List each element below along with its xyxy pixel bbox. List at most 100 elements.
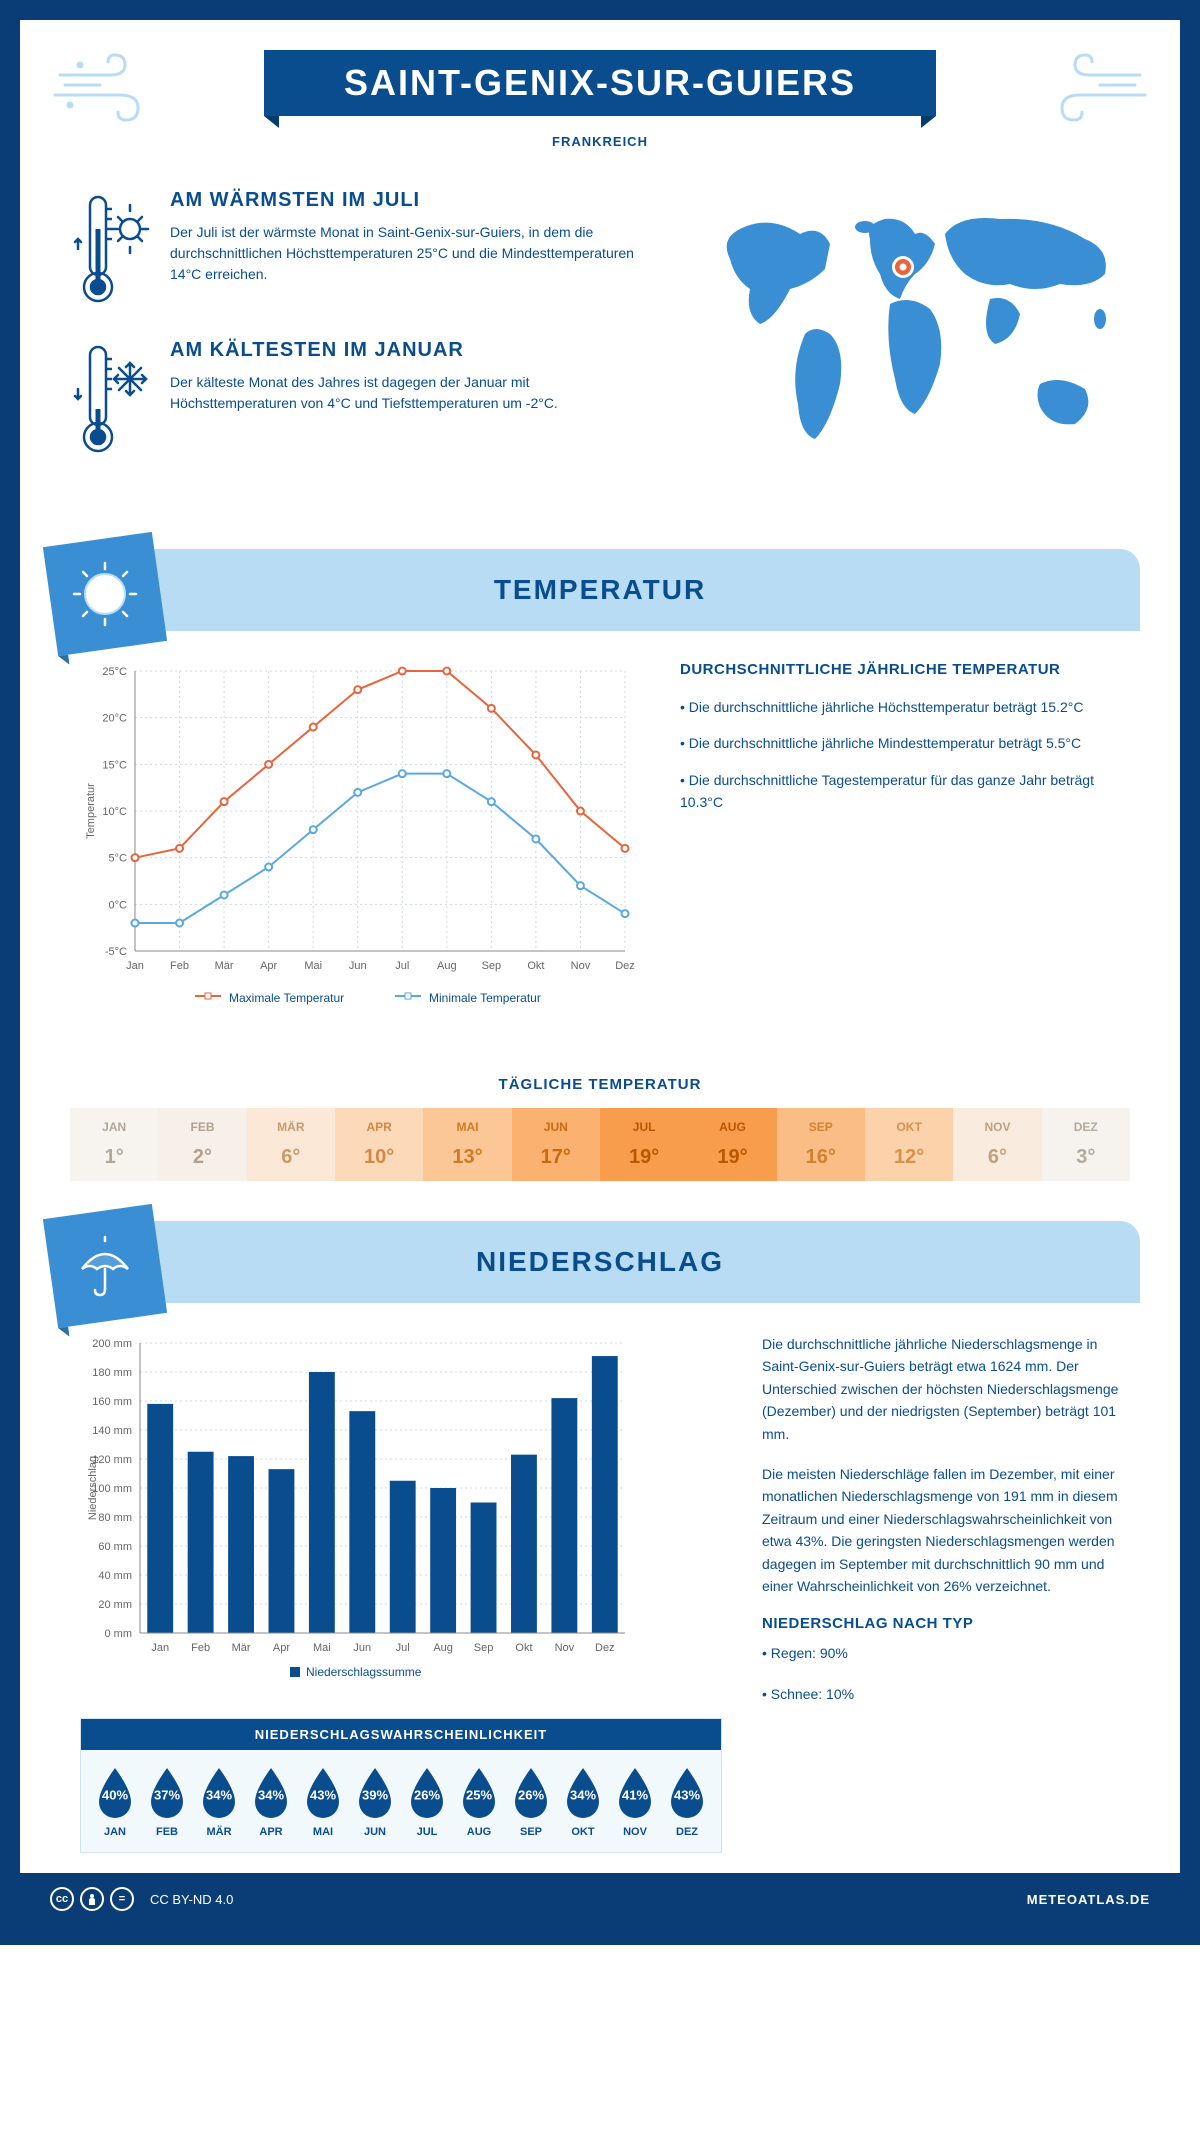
temp-info-heading: DURCHSCHNITTLICHE JÄHRLICHE TEMPERATUR bbox=[680, 661, 1120, 678]
page-title: SAINT-GENIX-SUR-GUIERS bbox=[344, 62, 856, 104]
svg-text:Okt: Okt bbox=[515, 1642, 532, 1654]
prob-heading: NIEDERSCHLAGSWAHRSCHEINLICHKEIT bbox=[81, 1719, 721, 1750]
coldest-text: Der kälteste Monat des Jahres ist dagege… bbox=[170, 372, 650, 414]
warmest-text: Der Juli ist der wärmste Monat in Saint-… bbox=[170, 222, 650, 285]
svg-text:200 mm: 200 mm bbox=[92, 1338, 132, 1350]
svg-text:Nov: Nov bbox=[555, 1642, 575, 1654]
svg-text:20°C: 20°C bbox=[102, 713, 127, 725]
precipitation-section-header: NIEDERSCHLAG bbox=[60, 1221, 1140, 1303]
svg-text:Mai: Mai bbox=[313, 1642, 331, 1654]
daily-temperature-grid: JAN1°FEB2°MÄR6°APR10°MAI13°JUN17°JUL19°A… bbox=[70, 1108, 1130, 1181]
svg-text:Mär: Mär bbox=[232, 1642, 251, 1654]
daily-temp-cell: JAN1° bbox=[70, 1108, 158, 1181]
svg-text:80 mm: 80 mm bbox=[98, 1512, 132, 1524]
svg-text:Aug: Aug bbox=[437, 960, 457, 972]
svg-text:Nov: Nov bbox=[571, 960, 591, 972]
svg-text:Jun: Jun bbox=[349, 960, 367, 972]
coldest-heading: AM KÄLTESTEN IM JANUAR bbox=[170, 339, 650, 362]
svg-text:25°C: 25°C bbox=[102, 666, 127, 678]
svg-text:160 mm: 160 mm bbox=[92, 1396, 132, 1408]
prob-cell: 43%MAI bbox=[299, 1764, 347, 1838]
daily-temp-cell: MAI13° bbox=[423, 1108, 511, 1181]
svg-text:0 mm: 0 mm bbox=[105, 1628, 133, 1640]
svg-text:Apr: Apr bbox=[273, 1642, 290, 1654]
svg-text:Minimale Temperatur: Minimale Temperatur bbox=[429, 991, 541, 1005]
svg-text:Jul: Jul bbox=[395, 960, 409, 972]
precipitation-heading: NIEDERSCHLAG bbox=[60, 1246, 1140, 1278]
sun-icon bbox=[70, 559, 140, 629]
license-block: cc = CC BY-ND 4.0 bbox=[50, 1887, 233, 1911]
by-icon bbox=[80, 1887, 104, 1911]
wind-icon-left bbox=[50, 50, 160, 130]
header: SAINT-GENIX-SUR-GUIERS FRANKREICH bbox=[20, 20, 1180, 159]
svg-text:Niederschlag: Niederschlag bbox=[87, 1456, 99, 1520]
svg-text:180 mm: 180 mm bbox=[92, 1367, 132, 1379]
svg-text:Maximale Temperatur: Maximale Temperatur bbox=[229, 991, 344, 1005]
svg-text:15°C: 15°C bbox=[102, 759, 127, 771]
temperature-section-header: TEMPERATUR bbox=[60, 549, 1140, 631]
svg-text:Niederschlagssumme: Niederschlagssumme bbox=[306, 1665, 422, 1679]
prob-cell: 40%JAN bbox=[91, 1764, 139, 1838]
svg-text:Dez: Dez bbox=[615, 960, 635, 972]
svg-text:20 mm: 20 mm bbox=[98, 1599, 132, 1611]
precip-type2: • Schnee: 10% bbox=[762, 1683, 1120, 1705]
precipitation-probability-panel: NIEDERSCHLAGSWAHRSCHEINLICHKEIT 40%JAN37… bbox=[80, 1718, 722, 1853]
temp-info-p1: • Die durchschnittliche jährliche Höchst… bbox=[680, 696, 1120, 718]
daily-temp-cell: APR10° bbox=[335, 1108, 423, 1181]
coldest-block: AM KÄLTESTEN IM JANUAR Der kälteste Mona… bbox=[70, 339, 650, 459]
daily-temp-cell: SEP16° bbox=[777, 1108, 865, 1181]
svg-text:10°C: 10°C bbox=[102, 806, 127, 818]
svg-text:Jan: Jan bbox=[151, 1642, 169, 1654]
svg-text:Okt: Okt bbox=[527, 960, 544, 972]
umbrella-icon bbox=[70, 1231, 140, 1301]
daily-temp-heading: TÄGLICHE TEMPERATUR bbox=[20, 1076, 1180, 1093]
prob-cell: 34%OKT bbox=[559, 1764, 607, 1838]
temp-info-p2: • Die durchschnittliche jährliche Mindes… bbox=[680, 732, 1120, 754]
prob-cell: 25%AUG bbox=[455, 1764, 503, 1838]
daily-temp-cell: MÄR6° bbox=[247, 1108, 335, 1181]
temperature-info: DURCHSCHNITTLICHE JÄHRLICHE TEMPERATUR •… bbox=[680, 661, 1120, 1026]
prob-cell: 34%APR bbox=[247, 1764, 295, 1838]
license-text: CC BY-ND 4.0 bbox=[150, 1892, 233, 1907]
svg-text:Jul: Jul bbox=[396, 1642, 410, 1654]
svg-text:140 mm: 140 mm bbox=[92, 1425, 132, 1437]
footer: cc = CC BY-ND 4.0 METEOATLAS.DE bbox=[20, 1873, 1180, 1925]
svg-text:40 mm: 40 mm bbox=[98, 1570, 132, 1582]
prob-cell: 37%FEB bbox=[143, 1764, 191, 1838]
thermometer-cold-icon bbox=[70, 339, 150, 459]
svg-text:Jan: Jan bbox=[126, 960, 144, 972]
intro-section: AM WÄRMSTEN IM JULI Der Juli ist der wär… bbox=[20, 159, 1180, 529]
temperature-line-chart: -5°C0°C5°C10°C15°C20°C25°CJanFebMärAprMa… bbox=[80, 661, 640, 1026]
daily-temp-cell: OKT12° bbox=[865, 1108, 953, 1181]
daily-temp-cell: FEB2° bbox=[158, 1108, 246, 1181]
precip-p2: Die meisten Niederschläge fallen im Deze… bbox=[762, 1463, 1120, 1597]
temp-info-p3: • Die durchschnittliche Tagestemperatur … bbox=[680, 769, 1120, 814]
svg-text:60 mm: 60 mm bbox=[98, 1541, 132, 1553]
warmest-block: AM WÄRMSTEN IM JULI Der Juli ist der wär… bbox=[70, 189, 650, 309]
thermometer-hot-icon bbox=[70, 189, 150, 309]
world-map bbox=[690, 189, 1130, 489]
nd-icon: = bbox=[110, 1887, 134, 1911]
svg-text:5°C: 5°C bbox=[109, 853, 128, 865]
daily-temp-cell: NOV6° bbox=[953, 1108, 1041, 1181]
svg-text:Sep: Sep bbox=[482, 960, 502, 972]
daily-temp-cell: AUG19° bbox=[688, 1108, 776, 1181]
country-label: FRANKREICH bbox=[60, 134, 1140, 149]
svg-text:Aug: Aug bbox=[433, 1642, 453, 1654]
prob-cell: 26%JUL bbox=[403, 1764, 451, 1838]
precipitation-text: Die durchschnittliche jährliche Niedersc… bbox=[762, 1333, 1120, 1853]
brand-text: METEOATLAS.DE bbox=[1027, 1892, 1150, 1907]
svg-text:-5°C: -5°C bbox=[105, 946, 127, 958]
precip-type1: • Regen: 90% bbox=[762, 1642, 1120, 1664]
svg-text:Temperatur: Temperatur bbox=[85, 783, 97, 839]
svg-text:Dez: Dez bbox=[595, 1642, 615, 1654]
warmest-heading: AM WÄRMSTEN IM JULI bbox=[170, 189, 650, 212]
prob-cell: 34%MÄR bbox=[195, 1764, 243, 1838]
wind-icon-right bbox=[1040, 50, 1150, 130]
precip-p1: Die durchschnittliche jährliche Niedersc… bbox=[762, 1333, 1120, 1445]
prob-cell: 39%JUN bbox=[351, 1764, 399, 1838]
svg-text:Jun: Jun bbox=[353, 1642, 371, 1654]
prob-cell: 43%DEZ bbox=[663, 1764, 711, 1838]
svg-text:Mai: Mai bbox=[304, 960, 322, 972]
page: SAINT-GENIX-SUR-GUIERS FRANKREICH bbox=[0, 0, 1200, 1945]
